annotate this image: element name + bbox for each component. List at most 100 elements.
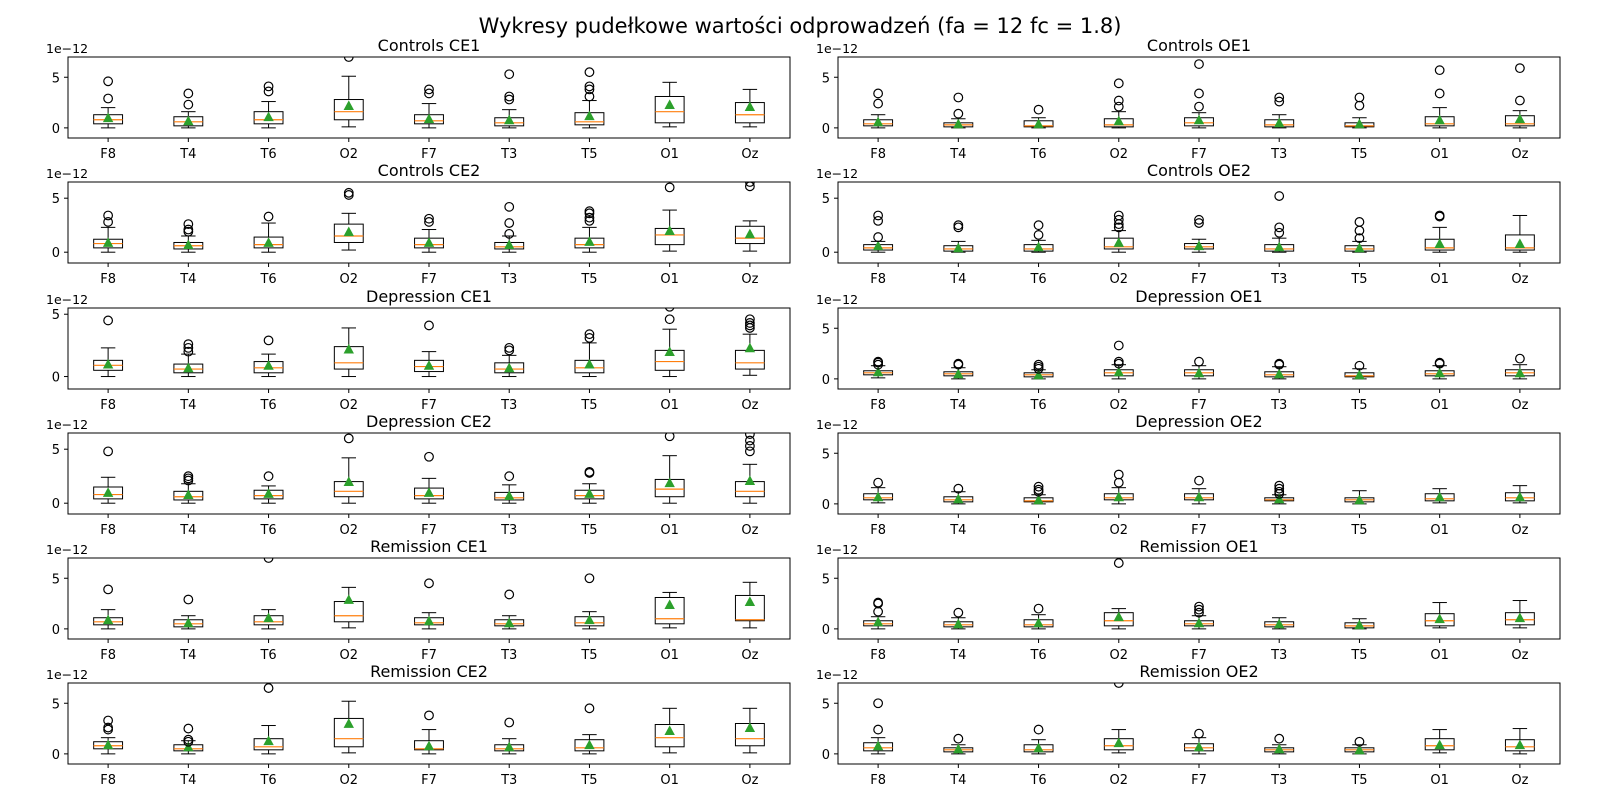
box-F8 bbox=[93, 446, 124, 504]
subplot: Controls CE1 1e−12 0 5 F8 T4 T6 O2 F7 T3 T5 O1 Oz bbox=[46, 36, 791, 162]
y-offset-label: 1e−12 bbox=[816, 292, 858, 307]
box-T5 bbox=[574, 206, 605, 253]
box-F7 bbox=[414, 578, 444, 630]
mean-marker bbox=[744, 596, 756, 606]
x-tick-label: O2 bbox=[1110, 523, 1129, 538]
outlier-point bbox=[183, 594, 194, 605]
outlier-point bbox=[873, 356, 884, 367]
mean-marker bbox=[102, 358, 114, 369]
mean-marker bbox=[584, 614, 595, 625]
outlier-point bbox=[1033, 220, 1044, 231]
outlier-point bbox=[873, 98, 884, 109]
plot-area bbox=[93, 182, 765, 253]
outlier-point bbox=[1113, 101, 1124, 112]
mean-marker bbox=[1354, 242, 1365, 253]
box-Oz bbox=[734, 581, 765, 629]
mean-marker bbox=[1514, 612, 1526, 623]
box-O2 bbox=[333, 700, 364, 754]
box-Oz bbox=[1504, 485, 1535, 504]
x-tick-label: O1 bbox=[660, 398, 679, 413]
outlier-point bbox=[103, 584, 114, 595]
subplot: Depression CE2 1e−12 0 5 F8 T4 T6 O2 F7 T3 T5 O1 Oz bbox=[46, 412, 791, 538]
outlier-point bbox=[1514, 63, 1525, 74]
box-T4 bbox=[943, 607, 974, 630]
mean-marker bbox=[664, 225, 675, 236]
x-tick-label: T5 bbox=[580, 272, 597, 287]
box-Oz bbox=[1504, 600, 1535, 629]
mean-marker bbox=[504, 362, 515, 373]
x-tick-label: T6 bbox=[259, 648, 276, 663]
box-O1 bbox=[654, 81, 685, 128]
x-tick-label: T4 bbox=[949, 648, 966, 663]
x-tick-label: T3 bbox=[1270, 147, 1287, 162]
box-T6 bbox=[1023, 481, 1054, 505]
x-tick-label: O1 bbox=[1430, 648, 1449, 663]
y-tick-label: 5 bbox=[52, 308, 60, 323]
outlier-point bbox=[584, 573, 595, 584]
mean-marker bbox=[183, 115, 194, 126]
mean-marker bbox=[1193, 114, 1205, 125]
box-Oz bbox=[1504, 353, 1535, 380]
outlier-point bbox=[1354, 92, 1365, 103]
mean-marker bbox=[102, 739, 114, 750]
mean-marker bbox=[1354, 494, 1365, 505]
subplot: Controls OE1 1e−12 0 5 F8 T4 T6 O2 F7 T3 T5 O1 Oz bbox=[816, 36, 1561, 162]
mean-marker bbox=[504, 741, 515, 752]
box-O1 bbox=[1424, 210, 1455, 253]
outlier-point bbox=[744, 182, 755, 187]
x-tick-label: T5 bbox=[1350, 398, 1367, 413]
outlier-point bbox=[504, 717, 515, 728]
x-tick-label: Oz bbox=[741, 523, 758, 538]
outlier-point bbox=[665, 299, 674, 308]
box-T3 bbox=[494, 589, 525, 630]
subplot-title: Remission OE1 bbox=[1139, 537, 1258, 556]
mean-marker bbox=[102, 112, 114, 123]
box-F7 bbox=[414, 320, 444, 378]
iqr-box bbox=[654, 724, 685, 748]
y-tick-label: 0 bbox=[52, 246, 60, 261]
outlier-point bbox=[1194, 218, 1204, 228]
x-tick-label: O1 bbox=[1430, 523, 1449, 538]
mean-marker bbox=[872, 240, 884, 251]
box-Oz bbox=[734, 88, 765, 128]
outlier-point bbox=[664, 433, 675, 442]
mean-marker bbox=[504, 239, 515, 250]
outlier-point bbox=[664, 308, 675, 312]
box-T5 bbox=[574, 703, 605, 755]
x-tick-label: F8 bbox=[100, 147, 116, 162]
mean-marker bbox=[1514, 367, 1526, 378]
mean-marker bbox=[1514, 491, 1526, 502]
subplot-title: Remission CE2 bbox=[370, 662, 488, 681]
mean-marker bbox=[343, 594, 354, 604]
outlier-point bbox=[263, 471, 274, 482]
mean-marker bbox=[1274, 241, 1285, 252]
x-tick-label: T3 bbox=[500, 398, 517, 413]
box-T3 bbox=[494, 69, 525, 129]
box-T5 bbox=[1344, 618, 1375, 630]
x-tick-label: T3 bbox=[500, 147, 517, 162]
mean-marker bbox=[1033, 494, 1044, 505]
box-F7 bbox=[1184, 214, 1214, 253]
plot-area bbox=[93, 683, 765, 755]
box-F8 bbox=[863, 210, 894, 253]
x-tick-label: T6 bbox=[1029, 398, 1046, 413]
y-tick-label: 5 bbox=[822, 71, 830, 86]
box-T4 bbox=[943, 483, 974, 505]
outlier-point bbox=[1274, 733, 1285, 744]
outlier-point bbox=[1113, 558, 1124, 568]
outlier-point bbox=[953, 483, 964, 494]
box-O1 bbox=[1424, 488, 1455, 504]
box-T3 bbox=[1264, 358, 1295, 380]
box-T5 bbox=[1344, 92, 1375, 129]
outlier-point bbox=[873, 232, 884, 242]
outlier-point bbox=[1033, 724, 1044, 735]
outlier-point bbox=[504, 94, 515, 105]
y-offset-label: 1e−12 bbox=[816, 41, 858, 56]
x-tick-label: O2 bbox=[340, 398, 359, 413]
y-tick-label: 0 bbox=[52, 371, 60, 386]
outlier-point bbox=[1274, 92, 1285, 103]
mean-marker bbox=[343, 718, 354, 728]
y-tick-label: 0 bbox=[822, 498, 830, 513]
box-T4 bbox=[173, 471, 204, 504]
box-F8 bbox=[863, 356, 894, 379]
